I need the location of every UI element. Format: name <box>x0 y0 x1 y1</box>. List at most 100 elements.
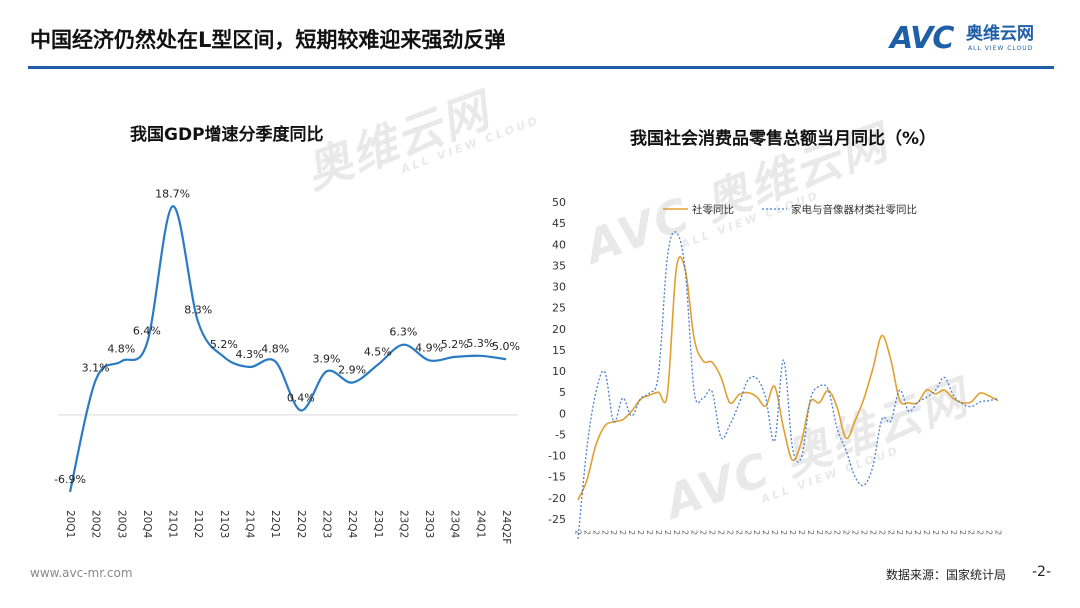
retail-x-tick-label: 2 <box>699 530 708 535</box>
retail-x-tick-label: 2 <box>761 530 770 535</box>
retail-x-tick-label: 2 <box>645 530 654 535</box>
gdp-data-label: 4.8% <box>107 342 135 355</box>
retail-y-tick-label: 35 <box>552 259 566 272</box>
gdp-data-label: 6.3% <box>389 326 417 339</box>
retail-x-tick-label: 2 <box>743 530 752 535</box>
gdp-chart: -6.9%3.1%4.8%6.4%18.7%8.3%5.2%4.3%4.8%0.… <box>54 187 520 544</box>
retail-y-tick-label: -5 <box>555 429 566 442</box>
appliance-series-line <box>577 231 999 539</box>
retail-y-tick-label: 45 <box>552 217 566 230</box>
retail-x-tick-label: 2 <box>582 530 591 535</box>
retail-x-tick-label: 2 <box>627 530 636 535</box>
gdp-x-tick-label: 23Q1 <box>372 510 384 538</box>
logo-cn-text: 奥维云网 <box>966 24 1034 44</box>
retail-x-tick-label: 2 <box>860 530 869 535</box>
retail-x-tick-label: 2 <box>913 530 922 535</box>
gdp-data-label: 5.0% <box>492 340 520 353</box>
retail-x-tick-label: 2 <box>654 530 663 535</box>
retail-x-tick-label: 2 <box>967 530 976 535</box>
gdp-data-label: 4.9% <box>415 341 443 354</box>
retail-series-line <box>577 256 999 501</box>
retail-x-tick-label: 2 <box>824 530 833 535</box>
legend-label-appliance: 家电与音像器材类社零同比 <box>791 203 917 216</box>
footer-url[interactable]: www.avc-mr.com <box>30 566 133 580</box>
gdp-x-tick-label: 23Q2 <box>397 510 409 538</box>
retail-y-tick-label: -15 <box>548 471 566 484</box>
gdp-data-label: 3.9% <box>313 352 341 365</box>
gdp-x-tick-label: 24Q1 <box>474 510 486 538</box>
retail-x-tick-label: 2 <box>734 530 743 535</box>
retail-y-tick-label: 5 <box>559 386 566 399</box>
gdp-x-tick-label: 20Q2 <box>90 510 102 538</box>
gdp-data-label: 5.3% <box>466 337 494 350</box>
retail-x-tick-label: 2 <box>949 530 958 535</box>
retail-x-tick-label: 2 <box>717 530 726 535</box>
gdp-x-tick-label: 22Q3 <box>321 510 333 538</box>
retail-x-tick-label: 2 <box>958 530 967 535</box>
gdp-x-tick-label: 20Q4 <box>141 510 153 539</box>
retail-x-tick-label: 2 <box>708 530 717 535</box>
retail-y-tick-label: 25 <box>552 302 566 315</box>
gdp-data-label: 5.2% <box>210 338 238 351</box>
gdp-data-label: 4.3% <box>236 348 264 361</box>
retail-x-tick-label: 2 <box>690 530 699 535</box>
retail-y-tick-label: 30 <box>552 281 566 294</box>
gdp-x-tick-label: 20Q1 <box>64 510 76 538</box>
gdp-data-label: 6.4% <box>133 325 161 338</box>
retail-x-tick-label: 2 <box>770 530 779 535</box>
retail-x-tick-label: 2 <box>842 530 851 535</box>
retail-x-tick-label: 2 <box>574 530 583 535</box>
gdp-series-line <box>68 205 507 493</box>
retail-x-tick-label: 2 <box>609 530 618 535</box>
retail-y-tick-label: 20 <box>552 323 566 336</box>
retail-x-tick-label: 2 <box>788 530 797 535</box>
retail-y-tick-label: -10 <box>548 450 566 463</box>
gdp-chart-title: 我国GDP增速分季度同比 <box>130 125 324 145</box>
page-number: -2- <box>1032 564 1052 580</box>
retail-y-tick-label: 40 <box>552 238 566 251</box>
retail-x-tick-label: 2 <box>663 530 672 535</box>
retail-x-tick-label: 2 <box>618 530 627 535</box>
retail-x-tick-label: 2 <box>868 530 877 535</box>
retail-y-tick-label: -25 <box>548 513 566 526</box>
gdp-data-label: -6.9% <box>54 473 86 486</box>
retail-x-tick-label: 2 <box>725 530 734 535</box>
retail-x-tick-label: 2 <box>636 530 645 535</box>
data-source: 数据来源：国家统计局 <box>886 568 1007 582</box>
gdp-x-tick-label: 21Q3 <box>218 510 230 538</box>
retail-y-tick-label: 15 <box>552 344 566 357</box>
retail-x-tick-label: 2 <box>931 530 940 535</box>
gdp-data-label: 8.3% <box>184 303 212 316</box>
gdp-data-label: 3.1% <box>82 361 110 374</box>
brand-logo: AVC 奥维云网 ALL VIEW CLOUD <box>890 22 1060 56</box>
retail-x-tick-label: 2 <box>976 530 985 535</box>
retail-x-tick-label: 2 <box>877 530 886 535</box>
gdp-x-tick-label: 21Q4 <box>244 510 256 539</box>
retail-y-tick-label: 0 <box>559 407 566 420</box>
gdp-x-tick-label: 22Q4 <box>346 510 358 539</box>
gdp-x-tick-label: 23Q3 <box>423 510 435 538</box>
gdp-x-tick-label: 23Q4 <box>449 510 461 539</box>
gdp-x-tick-label: 21Q1 <box>167 510 179 538</box>
retail-x-tick-label: 2 <box>591 530 600 535</box>
retail-x-tick-label: 2 <box>940 530 949 535</box>
retail-x-tick-label: 2 <box>779 530 788 535</box>
gdp-x-tick-label: 22Q2 <box>295 510 307 538</box>
retail-x-tick-label: 2 <box>600 530 609 535</box>
retail-x-tick-label: 2 <box>815 530 824 535</box>
gdp-x-tick-label: 20Q3 <box>115 510 127 538</box>
retail-x-tick-label: 2 <box>797 530 806 535</box>
retail-x-tick-label: 2 <box>904 530 913 535</box>
gdp-data-label: 2.9% <box>338 364 366 377</box>
retail-x-tick-label: 2 <box>806 530 815 535</box>
retail-x-tick-label: 2 <box>985 530 994 535</box>
logo-mark: AVC <box>890 21 954 56</box>
gdp-x-tick-label: 22Q1 <box>269 510 281 538</box>
retail-x-tick-label: 2 <box>681 530 690 535</box>
retail-y-tick-label: -20 <box>548 492 566 505</box>
gdp-x-tick-label: 21Q2 <box>192 510 204 538</box>
retail-x-tick-label: 2 <box>994 530 1003 535</box>
retail-x-tick-label: 2 <box>895 530 904 535</box>
gdp-x-tick-label: 24Q2F <box>500 510 512 544</box>
